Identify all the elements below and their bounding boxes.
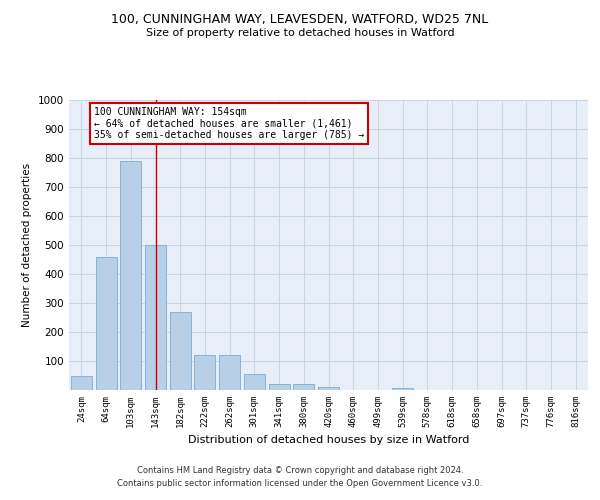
Bar (244, 374, 265, 390)
Bar (293, 384, 314, 390)
Text: 100 CUNNINGHAM WAY: 154sqm
← 64% of detached houses are smaller (1,461)
35% of s: 100 CUNNINGHAM WAY: 154sqm ← 64% of deta… (94, 108, 364, 140)
Bar (219, 355, 240, 390)
Text: Size of property relative to detached houses in Watford: Size of property relative to detached ho… (146, 28, 454, 38)
Bar (145, 245, 166, 390)
Text: Contains HM Land Registry data © Crown copyright and database right 2024.
Contai: Contains HM Land Registry data © Crown c… (118, 466, 482, 487)
Bar (120, 161, 141, 390)
Bar (392, 388, 413, 390)
Bar (194, 355, 215, 390)
Y-axis label: Number of detached properties: Number of detached properties (22, 163, 32, 327)
Bar (95, 256, 116, 390)
Bar (170, 312, 191, 390)
Bar (318, 386, 339, 390)
Text: 100, CUNNINGHAM WAY, LEAVESDEN, WATFORD, WD25 7NL: 100, CUNNINGHAM WAY, LEAVESDEN, WATFORD,… (112, 12, 488, 26)
X-axis label: Distribution of detached houses by size in Watford: Distribution of detached houses by size … (188, 436, 469, 446)
Bar (269, 384, 290, 390)
Bar (71, 376, 92, 390)
